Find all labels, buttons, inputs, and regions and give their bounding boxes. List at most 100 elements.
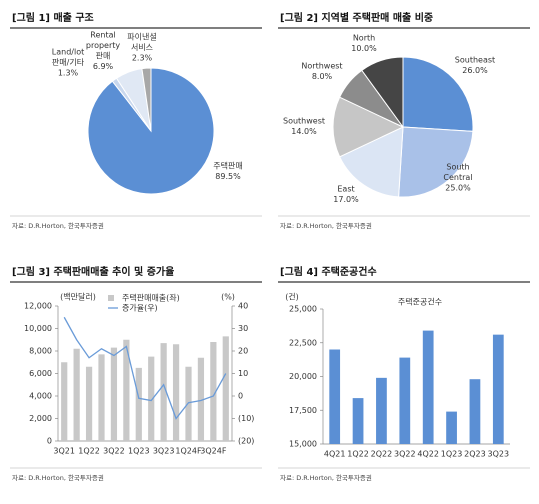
bar	[492, 334, 504, 444]
slice-label: Northwest	[301, 62, 342, 71]
x-tick-label: 1Q23	[128, 447, 150, 456]
x-tick-label: 3Q24F	[200, 447, 227, 456]
y-tick-label: 4,000	[29, 392, 52, 401]
slice-label: 판매/기타	[52, 58, 85, 67]
pie-slice	[332, 96, 405, 158]
pie-slice	[361, 56, 404, 129]
bar	[210, 342, 217, 441]
pie-slice	[338, 126, 404, 198]
y-tick-label: 0	[47, 437, 52, 446]
pie-slice	[402, 56, 474, 132]
bar	[376, 377, 387, 444]
bar	[399, 357, 411, 444]
source: 자료: D.R.Horton, 한국투자증권	[12, 221, 104, 230]
source: 자료: D.R.Horton, 한국투자증권	[280, 221, 372, 230]
x-tick-label: 3Q22	[103, 447, 125, 456]
slice-label: 판매	[96, 52, 111, 61]
y2-tick-label: (10)	[238, 414, 254, 423]
y-tick-label: 25,000	[289, 305, 317, 314]
x-tick-label: 3Q22	[394, 450, 416, 459]
y-tick-label: 8,000	[29, 347, 52, 356]
y-unit-label: (백만달러)	[60, 292, 96, 302]
source: 자료: D.R.Horton, 한국투자증권	[280, 473, 372, 482]
bar	[197, 357, 205, 441]
slice-label: 주택판매	[213, 161, 242, 171]
y2-tick-label: 40	[238, 302, 248, 311]
legend-label: 증가율(우)	[122, 304, 158, 313]
legend-label: 주택준공건수	[398, 297, 442, 307]
legend-label: 주택판매매출(좌)	[122, 293, 180, 303]
y2-tick-label: (20)	[238, 437, 254, 446]
y-tick-label: 12,000	[24, 302, 52, 311]
slice-value-label: 10.0%	[351, 44, 377, 53]
slice-label: North	[353, 34, 375, 43]
slice-label: Land/lot	[52, 48, 84, 57]
bar	[123, 339, 130, 441]
slice-value-label: 26.0%	[462, 66, 488, 75]
y2-unit-label: (%)	[221, 293, 235, 302]
y2-tick-label: 30	[238, 324, 248, 333]
legend-swatch	[108, 295, 114, 301]
bar	[172, 344, 180, 441]
slice-value-label: 6.9%	[93, 62, 114, 71]
bar	[222, 336, 229, 441]
y-tick-label: 17,500	[289, 406, 317, 415]
x-tick-label: 3Q21	[53, 447, 75, 456]
bar	[160, 343, 167, 441]
slice-label: 서비스	[131, 43, 153, 52]
slice-label: East	[337, 185, 354, 194]
bar	[110, 347, 118, 441]
slice-label: 파이낸셜	[127, 32, 156, 42]
y-unit-label: (건)	[285, 292, 299, 302]
x-tick-label: 4Q22	[417, 450, 439, 459]
y-tick-label: 22,500	[289, 338, 317, 347]
bar	[148, 356, 155, 441]
y-tick-label: 15,000	[289, 440, 317, 449]
bar	[352, 398, 364, 444]
x-tick-label: 3Q23	[153, 447, 175, 456]
slice-label: Southeast	[455, 56, 495, 65]
bar	[73, 348, 80, 441]
panel-title: [그림 2] 지역별 주택판매 매출 비중	[280, 11, 433, 24]
y2-tick-label: 20	[238, 347, 248, 356]
x-tick-label: 3Q23	[488, 450, 510, 459]
bar	[329, 349, 341, 444]
panel-title: [그림 4] 주택준공건수	[280, 265, 377, 278]
x-tick-label: 4Q21	[324, 450, 346, 459]
x-tick-label: 1Q22	[347, 450, 369, 459]
slice-label: Southwest	[283, 117, 325, 126]
slice-label: South	[446, 163, 469, 172]
slice-value-label: 25.0%	[445, 184, 471, 193]
bar	[185, 366, 192, 441]
source: 자료: D.R.Horton, 한국투자증권	[12, 473, 104, 482]
y-tick-label: 10,000	[24, 324, 52, 333]
panel-title: [그림 1] 매출 구조	[12, 11, 94, 24]
y2-tick-label: 0	[238, 392, 243, 401]
bar	[135, 367, 142, 441]
x-tick-label: 1Q23	[441, 450, 463, 459]
slice-label: Rental	[90, 31, 115, 40]
bar	[469, 379, 481, 444]
slice-label: property	[86, 41, 121, 50]
panel-title: [그림 3] 주택판매매출 추이 및 증가율	[12, 265, 174, 278]
x-tick-label: 1Q24F	[175, 447, 202, 456]
slice-label: Central	[443, 173, 472, 182]
slice-value-label: 8.0%	[312, 72, 333, 81]
slice-value-label: 89.5%	[215, 172, 241, 181]
bar	[85, 366, 93, 441]
y-tick-label: 6,000	[29, 369, 52, 378]
slice-value-label: 1.3%	[58, 69, 79, 78]
slice-value-label: 14.0%	[291, 127, 317, 136]
y2-tick-label: 10	[238, 369, 248, 378]
x-tick-label: 2Q22	[371, 450, 393, 459]
pie-slice	[141, 67, 152, 132]
slice-value-label: 17.0%	[333, 195, 359, 204]
y-tick-label: 2,000	[29, 414, 52, 423]
slice-value-label: 2.3%	[132, 54, 153, 63]
bar	[61, 362, 68, 441]
y-tick-label: 20,000	[289, 372, 317, 381]
bar	[422, 330, 434, 444]
x-tick-label: 2Q23	[464, 450, 486, 459]
pie-slice	[398, 126, 474, 198]
